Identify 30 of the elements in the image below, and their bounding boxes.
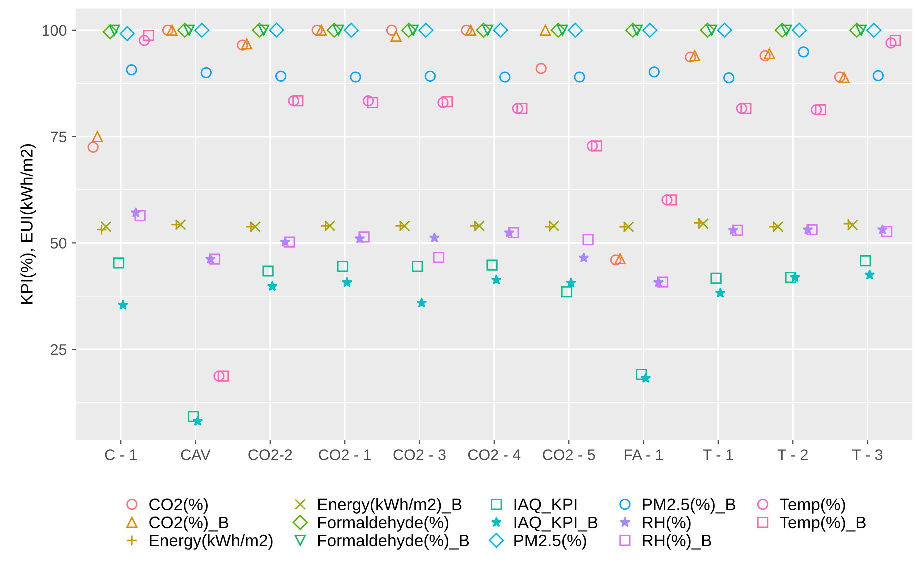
legend-label: Temp(%)	[780, 498, 846, 514]
x-tick-label: CO2-2	[248, 450, 292, 460]
legend-label: Formaldehyde(%)	[318, 516, 449, 532]
legend-label: CO2(%)	[150, 498, 208, 514]
legend-label: Energy(kWh/m2)_B	[318, 498, 462, 514]
legend-label: Energy(kWh/m2)	[150, 534, 273, 550]
y-tick-label: 100	[42, 25, 67, 36]
x-tick-label: CO2 - 1	[319, 450, 372, 460]
x-tick-label: FA - 1	[625, 450, 663, 460]
x-tick-label: T - 3	[852, 450, 883, 460]
legend-label: RH(%)_B	[643, 534, 712, 550]
legend-label: Formaldehyde(%)_B	[318, 534, 470, 550]
y-tick-label: 50	[50, 238, 67, 249]
legend-label: RH(%)	[643, 516, 691, 532]
y-tick-label: 75	[51, 132, 67, 142]
legend-label: IAQ_KPI_B	[514, 516, 598, 532]
legend-label: CO2(%)_B	[150, 516, 228, 532]
x-tick-label: C - 1	[105, 450, 137, 460]
legend-label: IAQ_KPI	[514, 498, 577, 514]
legend-label: PM2.5(%)	[514, 534, 586, 550]
legend-label: PM2.5(%)_B	[643, 498, 736, 514]
x-tick-label: CO2 - 3	[394, 450, 446, 460]
y-tick-label: 25	[51, 344, 67, 356]
x-tick-label: T - 2	[778, 450, 808, 460]
x-tick-label: CAV	[181, 450, 211, 460]
x-tick-label: CO2 - 5	[543, 450, 596, 460]
y-axis-title: KPI(%), EUI(kWh/m2)	[20, 144, 36, 304]
x-tick-label: T - 1	[703, 450, 734, 460]
legend-label: Temp(%)_B	[780, 516, 866, 532]
x-tick-label: CO2 - 4	[468, 450, 521, 460]
